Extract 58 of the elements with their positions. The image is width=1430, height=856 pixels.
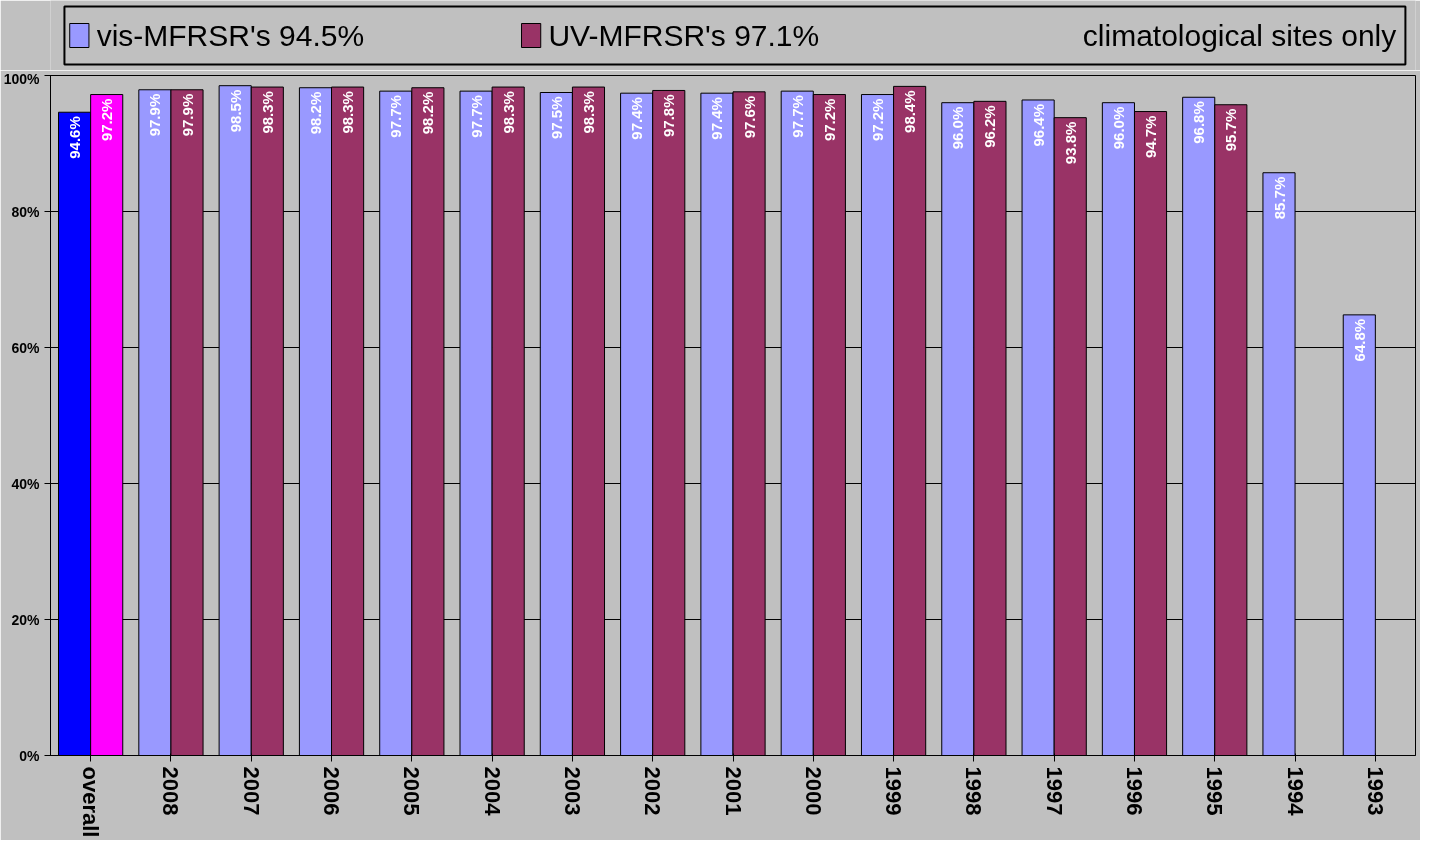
data-label: 97.2% [869, 98, 887, 142]
data-label: 97.7% [788, 95, 806, 138]
x-tick-label: 2000 [800, 766, 826, 816]
x-tick-label: 2001 [720, 766, 746, 816]
data-label: 98.2% [419, 91, 437, 135]
data-label: 98.3% [579, 91, 597, 134]
data-label: 96.4% [1029, 103, 1047, 147]
x-tick-label: 2004 [479, 766, 505, 817]
data-label: 96.2% [981, 105, 999, 148]
y-tick-label: 40% [11, 475, 41, 492]
data-label: 93.8% [1061, 121, 1079, 165]
x-tick-label: 1994 [1282, 766, 1308, 817]
data-label: 98.3% [339, 91, 357, 134]
data-label: 97.2% [98, 98, 116, 142]
y-tick-label: 20% [11, 611, 41, 628]
text: climatological sites only [1082, 19, 1397, 52]
data-label: 97.9% [146, 93, 164, 137]
data-label: 85.7% [1270, 176, 1288, 220]
y-tick-label: 100% [3, 70, 41, 87]
data-label: 96.8% [1190, 101, 1208, 144]
data-label: 97.4% [708, 97, 726, 140]
data-label: 96.0% [1109, 106, 1127, 150]
x-tick-label: 1996 [1121, 766, 1147, 816]
data-label: 98.2% [306, 91, 324, 135]
legend-label: UV-MFRSR's 97.1% [548, 19, 820, 52]
data-label: 96.0% [949, 106, 967, 150]
x-tick-label: 2003 [559, 766, 585, 816]
x-tick-label: 1993 [1362, 766, 1388, 816]
y-tick-label: 0% [19, 747, 41, 764]
x-tick-label: 2002 [640, 766, 666, 816]
data-label: 94.7% [1142, 115, 1160, 159]
x-tick-label: 2008 [158, 766, 184, 816]
data-label: 95.7% [1222, 108, 1240, 152]
x-tick-label: 1998 [961, 766, 987, 816]
data-label: 97.9% [178, 93, 196, 137]
data-label: 98.4% [901, 90, 919, 133]
data-label: 98.5% [226, 89, 244, 133]
x-tick-label: overall [78, 766, 104, 838]
x-tick-label: 1995 [1202, 766, 1228, 816]
data-label: 97.5% [547, 96, 565, 140]
data-label: 97.7% [467, 95, 485, 138]
x-tick-label: 2007 [238, 766, 264, 816]
data-label: 98.3% [258, 91, 276, 134]
data-label: 97.4% [628, 97, 646, 140]
y-tick-label: 60% [11, 339, 41, 356]
data-label: 97.2% [820, 98, 838, 142]
data-label: 94.6% [66, 116, 84, 159]
data-label: 97.6% [740, 95, 758, 139]
legend-label: vis-MFRSR's 94.5% [96, 19, 365, 52]
data-label: 97.7% [387, 95, 405, 138]
data-label: 97.8% [660, 94, 678, 137]
x-tick-label: 2006 [319, 766, 345, 816]
x-tick-label: 1997 [1041, 766, 1067, 816]
data-label: 98.3% [499, 91, 517, 134]
x-tick-label: 2005 [399, 766, 425, 816]
y-tick-label: 80% [11, 203, 41, 220]
x-tick-label: 1999 [881, 766, 907, 816]
data-label: 64.8% [1350, 318, 1368, 362]
